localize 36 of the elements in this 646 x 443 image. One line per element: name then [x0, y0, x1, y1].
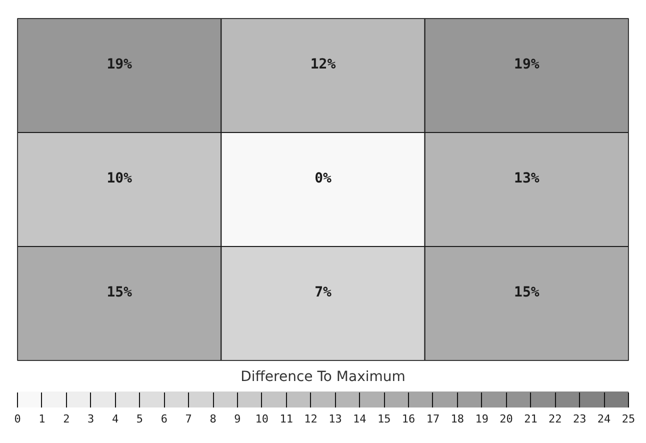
color-bar-label: 6: [160, 412, 168, 426]
color-bar-label: 4: [112, 412, 119, 426]
data-label: 19%: [106, 56, 133, 72]
color-bar-label: 10: [255, 412, 269, 426]
color-bar-label: 16: [402, 412, 416, 426]
color-bar-label: 25: [622, 412, 636, 426]
data-label: 10%: [106, 170, 133, 186]
color-bar-label: 24: [597, 412, 612, 426]
data-label: 15%: [514, 284, 540, 300]
data-label: 13%: [514, 170, 540, 186]
color-bar-label: 5: [136, 412, 144, 426]
color-bar-label: 22: [548, 412, 562, 426]
color-bar-label: 3: [88, 412, 94, 426]
color-bar-label: 15: [377, 412, 391, 426]
color-bar-label: 23: [572, 412, 586, 426]
color-bar-label: 18: [450, 412, 464, 426]
data-label: 7%: [314, 284, 332, 300]
color-bar-label: 1: [38, 412, 46, 426]
color-bar-label: 17: [426, 412, 440, 426]
color-bar-label: 21: [524, 412, 538, 426]
color-bar-label: 0: [14, 412, 21, 426]
data-label: 0%: [314, 170, 332, 186]
data-label: 19%: [514, 56, 540, 72]
color-bar-label: 20: [500, 412, 513, 426]
data-label: 15%: [106, 284, 133, 300]
color-bar-label: 12: [304, 412, 318, 426]
color-bar-title: Difference To Maximum: [240, 369, 406, 385]
color-bar-label: 2: [63, 412, 70, 426]
data-label: 12%: [310, 56, 336, 72]
color-bar-label: 13: [328, 412, 342, 426]
color-bar-label: 11: [280, 412, 293, 426]
color-bar-label: 19: [475, 412, 488, 426]
color-bar-label: 14: [353, 412, 367, 426]
color-bar-label: 7: [185, 412, 192, 426]
color-bar-label: 9: [234, 412, 241, 426]
color-bar-label: 8: [210, 412, 216, 426]
